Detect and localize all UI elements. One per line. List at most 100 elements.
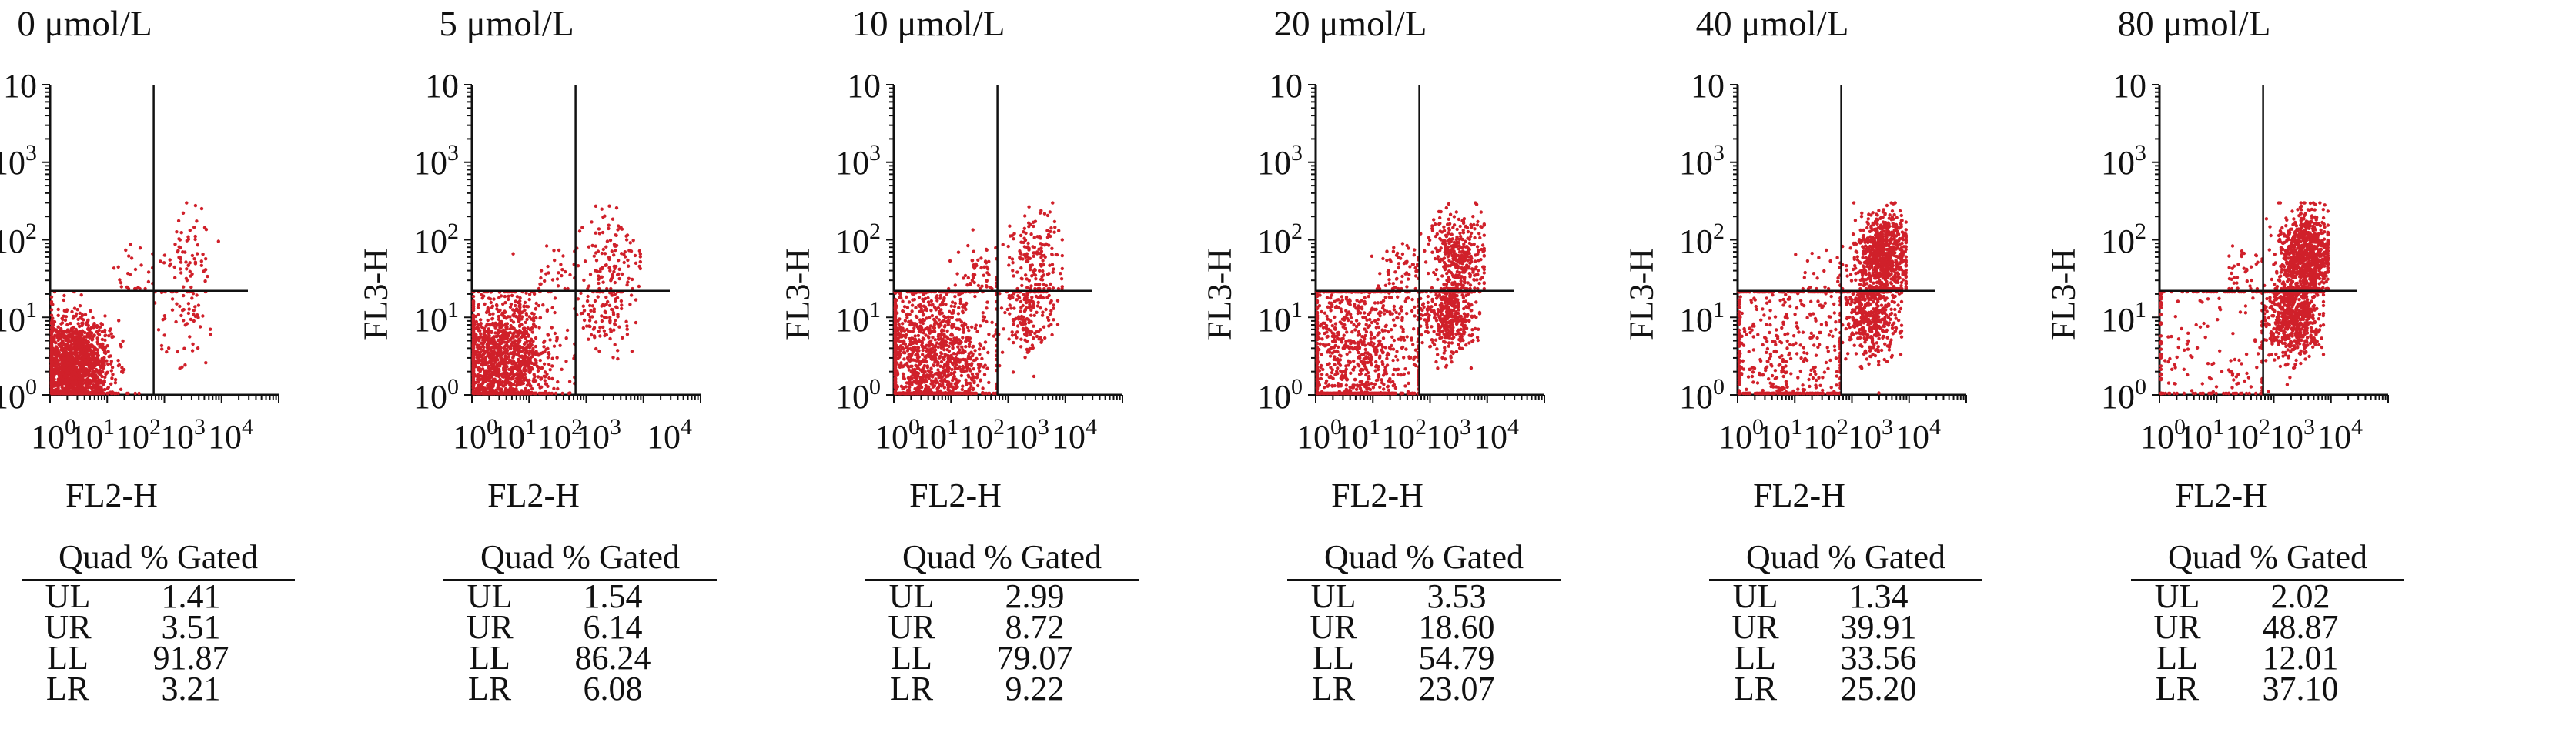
data-point	[49, 372, 54, 376]
data-point	[611, 313, 616, 316]
data-point	[969, 384, 973, 388]
data-point	[597, 330, 601, 333]
data-point	[69, 374, 72, 378]
data-point	[936, 306, 941, 310]
data-point	[630, 277, 634, 282]
quad-name: LL	[47, 639, 89, 677]
quad-name: UR	[466, 608, 514, 646]
data-point	[978, 353, 982, 356]
data-point	[523, 308, 527, 313]
data-point	[622, 260, 626, 265]
data-point	[524, 336, 527, 340]
data-point	[529, 384, 533, 388]
data-point	[508, 305, 513, 309]
data-point	[628, 241, 632, 245]
data-point	[97, 371, 102, 375]
data-point	[79, 316, 83, 319]
x-tick-label: 103	[576, 414, 621, 456]
data-point	[92, 333, 96, 337]
data-point	[524, 386, 527, 391]
data-point	[498, 319, 502, 324]
data-point	[69, 334, 72, 338]
data-point	[550, 326, 554, 330]
data-point	[502, 375, 507, 379]
data-point	[524, 376, 527, 380]
data-point	[528, 370, 532, 375]
data-point	[614, 305, 618, 309]
data-point	[491, 346, 496, 350]
data-point	[63, 380, 67, 384]
data-point	[538, 358, 542, 363]
data-point	[524, 346, 527, 351]
data-point	[508, 345, 513, 350]
data-point	[601, 280, 605, 284]
data-point	[69, 321, 72, 326]
data-point	[906, 376, 911, 380]
data-point	[479, 374, 483, 378]
data-point	[216, 239, 220, 243]
data-point	[471, 299, 476, 303]
data-point	[182, 285, 186, 289]
data-point	[483, 340, 487, 344]
data-point	[70, 366, 75, 370]
data-point	[518, 312, 522, 316]
data-point	[196, 346, 200, 350]
data-point	[612, 269, 616, 274]
data-point	[507, 294, 510, 298]
data-point	[199, 259, 203, 263]
data-point	[616, 349, 620, 353]
data-point	[488, 313, 492, 316]
data-point	[116, 359, 120, 363]
data-point	[497, 314, 500, 319]
data-point	[949, 333, 953, 337]
data-point	[511, 313, 515, 317]
data-point	[587, 337, 590, 341]
data-point	[974, 323, 978, 327]
data-point	[951, 378, 955, 383]
data-point	[485, 343, 489, 346]
data-point	[936, 368, 940, 372]
data-point	[79, 360, 83, 364]
data-point	[492, 353, 496, 356]
data-point	[560, 273, 564, 278]
data-point	[195, 293, 199, 297]
data-point	[935, 363, 939, 367]
data-point	[49, 295, 54, 299]
data-point	[503, 309, 507, 313]
data-point	[502, 366, 506, 370]
data-point	[990, 320, 994, 324]
data-point	[79, 293, 83, 297]
data-point	[107, 334, 111, 338]
data-point	[518, 299, 522, 303]
data-point	[630, 350, 634, 353]
data-point	[62, 388, 66, 392]
data-point	[530, 330, 534, 334]
data-point	[62, 329, 67, 333]
data-point	[638, 259, 642, 264]
data-point	[624, 238, 629, 242]
data-point	[967, 363, 971, 366]
data-point	[511, 252, 515, 256]
data-point	[49, 347, 54, 351]
data-point	[544, 391, 547, 396]
data-point	[179, 260, 183, 264]
data-point	[191, 342, 195, 346]
data-point	[95, 340, 99, 344]
data-point	[518, 296, 522, 300]
data-point	[75, 368, 79, 372]
data-point	[479, 318, 483, 322]
data-point	[89, 364, 93, 369]
data-point	[583, 259, 587, 263]
data-point	[490, 391, 493, 396]
x-axis-label: FL2-H	[487, 477, 580, 514]
data-point	[106, 362, 110, 366]
data-point	[518, 303, 522, 306]
data-point	[527, 351, 531, 356]
data-point	[505, 332, 509, 336]
quad-stats-row: UR 3.51	[22, 611, 295, 644]
x-tick-label: 103	[1004, 414, 1049, 456]
data-point	[477, 344, 481, 349]
data-point	[921, 297, 925, 301]
data-point	[518, 344, 522, 349]
data-point	[938, 296, 942, 300]
